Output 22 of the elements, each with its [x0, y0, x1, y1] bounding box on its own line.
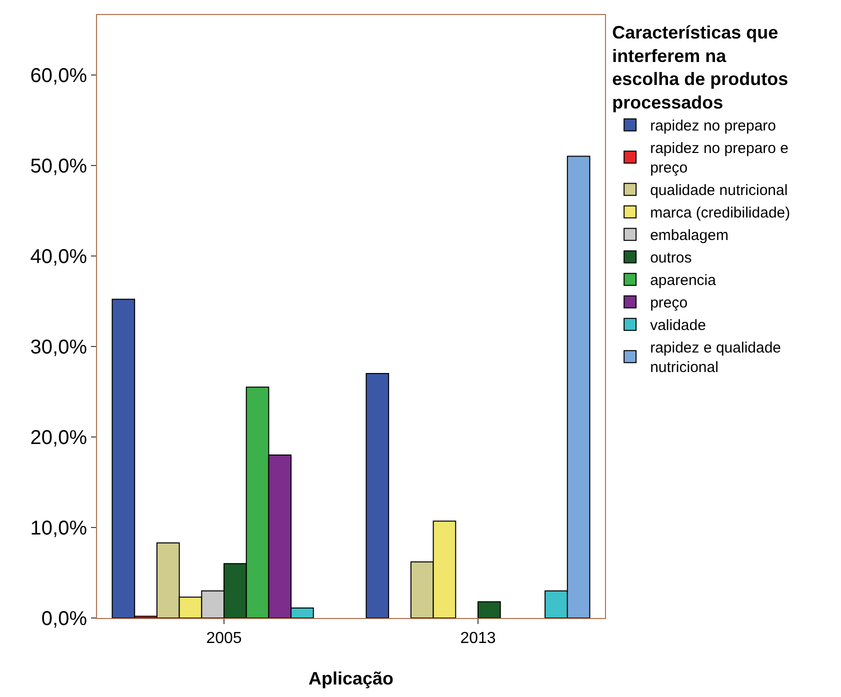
- y-tick-label: 10,0%: [30, 517, 88, 540]
- legend-label: aparencia: [650, 272, 717, 290]
- x-axis-title: Aplicação: [308, 668, 394, 688]
- y-tick-label: 60,0%: [30, 64, 88, 87]
- y-tick-label: 40,0%: [30, 246, 88, 268]
- y-tick-label: 20,0%: [30, 426, 88, 449]
- legend-label: marca (credibilidade): [650, 204, 790, 222]
- legend-label: outros: [650, 250, 692, 267]
- legend-label: embalagem: [650, 227, 728, 244]
- bar: [366, 373, 390, 618]
- legend-title: Características que interferem na escolha de produtos processados: [612, 22, 788, 113]
- y-tick-label: 0,0%: [41, 608, 88, 630]
- legend-label: preço: [650, 294, 688, 312]
- bar: [478, 601, 501, 618]
- legend-label: rapidez no preparo: [650, 118, 776, 135]
- x-tick-label: 2013: [460, 630, 496, 648]
- legend-label: rapidez e qualidade nutricional: [650, 340, 782, 376]
- y-tick-label: 50,0%: [30, 155, 88, 178]
- legend-label: validade: [650, 317, 706, 334]
- y-tick-label: 30,0%: [30, 336, 88, 358]
- legend-label: qualidade nutricional: [650, 182, 788, 200]
- x-tick-label: 2005: [206, 630, 242, 648]
